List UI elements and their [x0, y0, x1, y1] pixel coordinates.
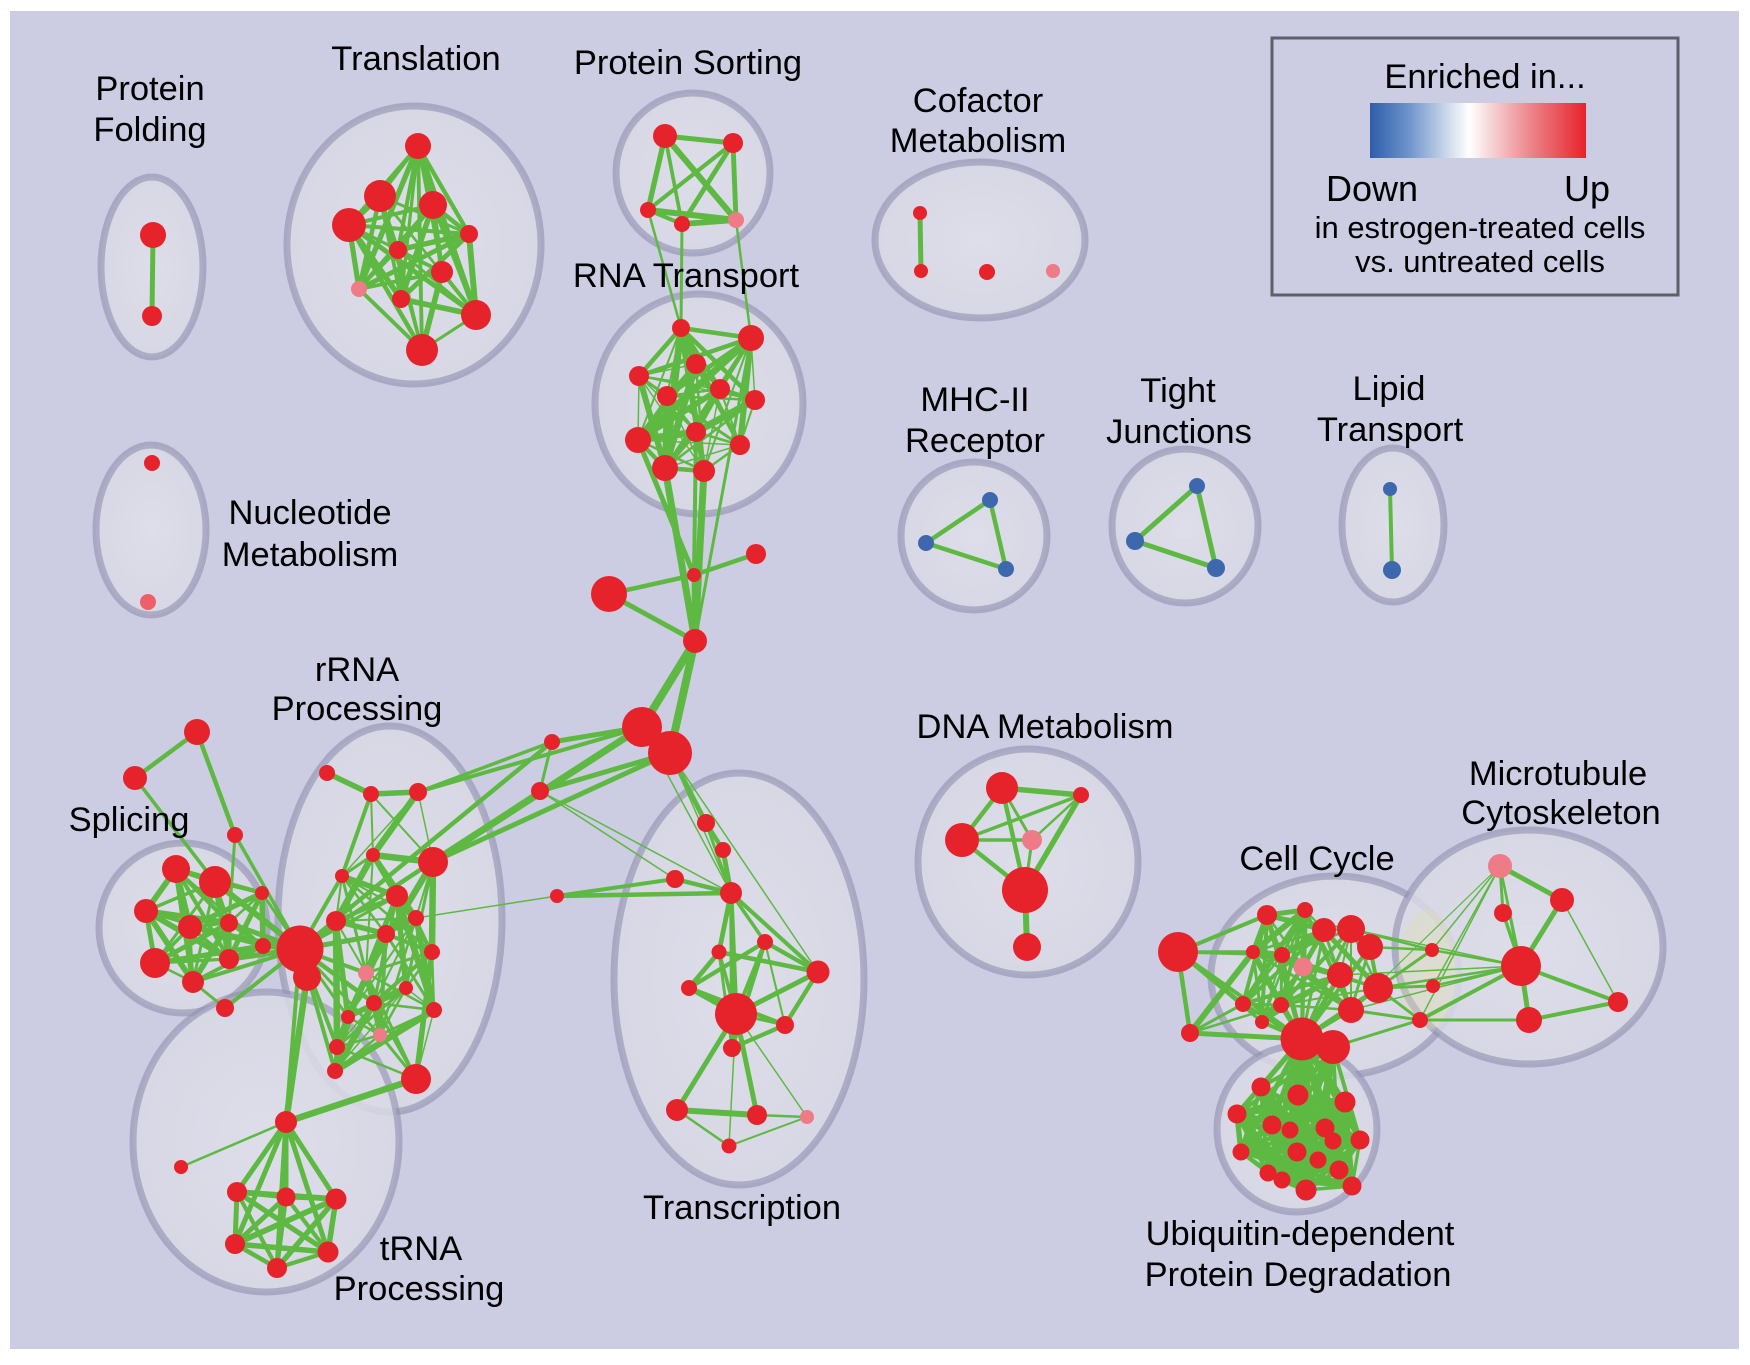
svg-text:Junctions: Junctions [1106, 413, 1252, 451]
svg-text:Processing: Processing [334, 1270, 505, 1308]
svg-text:Nucleotide: Nucleotide [228, 494, 391, 532]
svg-text:Translation: Translation [331, 40, 500, 78]
svg-text:Down: Down [1326, 168, 1418, 209]
svg-text:Protein Sorting: Protein Sorting [574, 44, 802, 82]
svg-text:Enriched in...: Enriched in... [1384, 58, 1585, 96]
svg-text:Cofactor: Cofactor [913, 82, 1043, 120]
svg-text:Transport: Transport [1317, 411, 1464, 449]
svg-text:tRNA: tRNA [380, 1230, 462, 1268]
svg-text:Protein: Protein [95, 70, 204, 108]
svg-text:Tight: Tight [1140, 372, 1216, 410]
svg-text:Ubiquitin-dependent: Ubiquitin-dependent [1146, 1215, 1455, 1253]
svg-text:Receptor: Receptor [905, 422, 1045, 460]
svg-text:RNA Transport: RNA Transport [573, 257, 800, 295]
svg-text:Protein Degradation: Protein Degradation [1145, 1256, 1452, 1294]
svg-text:rRNA: rRNA [315, 651, 399, 689]
svg-text:Metabolism: Metabolism [222, 536, 398, 574]
svg-text:Microtubule: Microtubule [1469, 755, 1647, 793]
svg-text:Metabolism: Metabolism [890, 122, 1066, 160]
svg-text:Splicing: Splicing [69, 801, 190, 839]
svg-text:Cell Cycle: Cell Cycle [1239, 840, 1394, 878]
svg-text:vs. untreated cells: vs. untreated cells [1355, 244, 1605, 279]
svg-text:Up: Up [1564, 168, 1610, 209]
svg-text:Lipid: Lipid [1353, 370, 1426, 408]
svg-text:Processing: Processing [272, 690, 443, 728]
svg-text:in estrogen-treated cells: in estrogen-treated cells [1315, 210, 1646, 245]
svg-text:Transcription: Transcription [643, 1189, 841, 1227]
svg-text:DNA Metabolism: DNA Metabolism [917, 708, 1174, 746]
svg-text:MHC-II: MHC-II [920, 381, 1029, 419]
svg-text:Cytoskeleton: Cytoskeleton [1461, 794, 1660, 832]
svg-text:Folding: Folding [93, 111, 206, 149]
